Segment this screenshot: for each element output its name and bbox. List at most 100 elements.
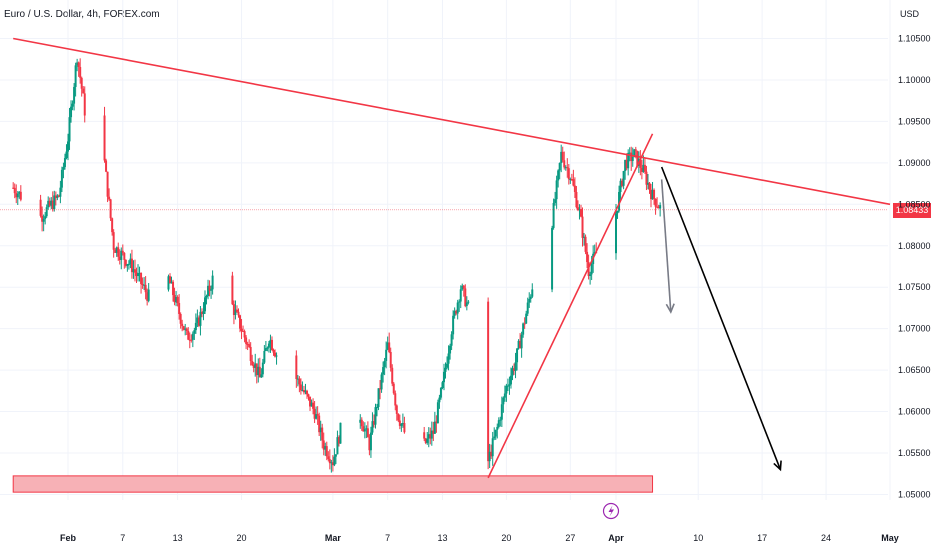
candle-body — [178, 302, 181, 314]
candle-body — [561, 151, 564, 161]
candle-body — [274, 352, 277, 357]
candle-body — [376, 406, 379, 408]
candle-body — [401, 423, 404, 425]
candle-body — [243, 331, 246, 338]
x-tick-label: 17 — [757, 533, 767, 543]
candle-body — [15, 193, 18, 198]
candle-body — [631, 157, 634, 162]
candle-body — [579, 209, 582, 217]
candle-body — [12, 187, 15, 189]
candle-body — [520, 334, 523, 349]
candle-body — [435, 421, 438, 424]
candle-body — [554, 199, 557, 203]
candle-body — [313, 408, 316, 419]
candle-body — [310, 402, 313, 407]
candle-body — [328, 459, 331, 464]
x-tick-label: 7 — [120, 533, 125, 543]
y-tick-label: 1.10000 — [898, 75, 931, 85]
candle-body — [175, 297, 178, 303]
candle-body — [239, 315, 242, 329]
candle-body — [467, 301, 470, 303]
candle-body — [132, 269, 135, 273]
y-tick-label: 1.07500 — [898, 282, 931, 292]
candle-body — [258, 366, 261, 378]
candle-body — [80, 77, 83, 89]
candle-body — [168, 276, 171, 284]
candle-body — [41, 215, 44, 222]
candle-body — [360, 419, 363, 427]
candle-body — [452, 315, 455, 335]
x-tick-label: Feb — [60, 533, 77, 543]
candle-body — [16, 193, 19, 198]
candle-body — [140, 272, 143, 284]
candle-body — [105, 160, 108, 172]
candle-body — [615, 213, 617, 254]
candle-body — [115, 247, 118, 253]
candle-body — [657, 206, 660, 209]
candle-body — [82, 88, 85, 94]
candle-body — [302, 390, 305, 393]
candle-body — [261, 362, 264, 375]
candle-body — [63, 158, 66, 168]
candle-body — [117, 247, 120, 257]
candle-body — [263, 350, 266, 363]
candle-body — [500, 404, 503, 420]
candle-body — [179, 313, 182, 324]
x-tick-label: 20 — [237, 533, 247, 543]
candle-body — [646, 182, 649, 185]
candle-body — [301, 390, 304, 392]
candle-body — [170, 281, 173, 284]
candle-body — [398, 420, 401, 426]
candle-body — [54, 195, 57, 198]
candle-body — [144, 284, 147, 293]
candle-body — [173, 295, 176, 303]
candle-body — [135, 272, 138, 277]
candle-body — [44, 216, 47, 219]
candle-body — [109, 199, 112, 219]
candle-body — [372, 421, 375, 425]
candle-body — [252, 365, 255, 368]
candle-body — [269, 339, 272, 344]
candle-body — [430, 430, 433, 439]
candle-body — [449, 345, 452, 354]
candle-body — [509, 375, 512, 385]
candle-body — [642, 164, 645, 172]
candle-body — [127, 263, 130, 265]
candle-body — [639, 158, 642, 168]
candle-body — [648, 182, 651, 190]
candle-body — [502, 397, 505, 405]
candle-body — [423, 432, 426, 439]
candle-body — [181, 323, 184, 327]
candle-body — [235, 309, 238, 312]
candle-body — [70, 106, 73, 118]
descending-resistance — [13, 37, 891, 206]
candle-body — [651, 189, 654, 200]
candle-body — [506, 385, 509, 387]
candle-body — [625, 159, 628, 169]
candle-body — [496, 426, 499, 430]
candle-body — [114, 249, 117, 253]
candle-body — [194, 322, 197, 331]
candle-body — [246, 343, 249, 345]
candle-body — [251, 360, 254, 366]
candle-body — [654, 198, 657, 207]
candle-body — [439, 388, 442, 398]
currency-label: USD — [900, 9, 920, 19]
candle-body — [305, 390, 308, 395]
candle-body — [111, 218, 114, 233]
lightning-icon[interactable] — [602, 502, 620, 520]
candle-body — [130, 258, 133, 273]
candle-body — [309, 396, 312, 407]
candle-body — [392, 383, 395, 394]
candle-body — [267, 343, 270, 348]
candle-body — [57, 195, 60, 197]
candle-body — [298, 378, 301, 385]
x-tick-label: 27 — [565, 533, 575, 543]
candle-body — [237, 311, 240, 316]
candle-body — [371, 421, 374, 433]
candle-body — [584, 236, 587, 252]
candle-body — [575, 192, 578, 208]
candle-body — [525, 313, 528, 324]
candle-body — [616, 210, 619, 214]
